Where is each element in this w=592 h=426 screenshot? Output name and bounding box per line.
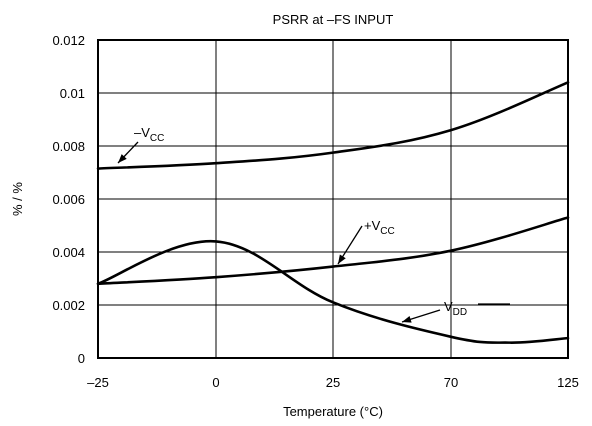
x-tick-label: 25 <box>326 375 340 390</box>
label-minus-vcc: –VCC <box>134 125 164 144</box>
arrow-vdd <box>401 309 441 323</box>
x-tick-label: 125 <box>557 375 579 390</box>
x-axis-title: Temperature (°C) <box>283 404 383 419</box>
x-tick-label: –25 <box>87 375 109 390</box>
y-tick-label: 0.008 <box>52 139 85 154</box>
chart-title: PSRR at –FS INPUT <box>273 12 394 27</box>
y-axis-title: % / % <box>10 182 25 216</box>
plot-frame <box>97 39 569 359</box>
y-tick-labels: 0 0.002 0.004 0.006 0.008 0.01 0.012 <box>52 33 85 366</box>
y-tick-label: 0.01 <box>60 86 85 101</box>
x-tick-labels: –25 0 25 70 125 <box>87 375 579 390</box>
arrow-minus-vcc <box>117 141 139 164</box>
series-line-vdd <box>96 240 570 344</box>
series-line-plus-vcc <box>96 216 570 286</box>
arrow-plus-vcc <box>337 225 363 265</box>
series-lines <box>96 81 570 344</box>
series-annotations: –VCC +VCC VDD <box>117 125 510 323</box>
grid-lines <box>98 40 568 358</box>
y-tick-label: 0 <box>78 351 85 366</box>
y-tick-label: 0.006 <box>52 192 85 207</box>
x-tick-label: 70 <box>444 375 458 390</box>
y-tick-label: 0.004 <box>52 245 85 260</box>
series-line-minus-vcc <box>96 81 570 170</box>
y-tick-label: 0.002 <box>52 298 85 313</box>
x-tick-label: 0 <box>212 375 219 390</box>
label-plus-vcc: +VCC <box>364 218 395 237</box>
label-vdd: VDD <box>444 299 467 318</box>
y-tick-label: 0.012 <box>52 33 85 48</box>
